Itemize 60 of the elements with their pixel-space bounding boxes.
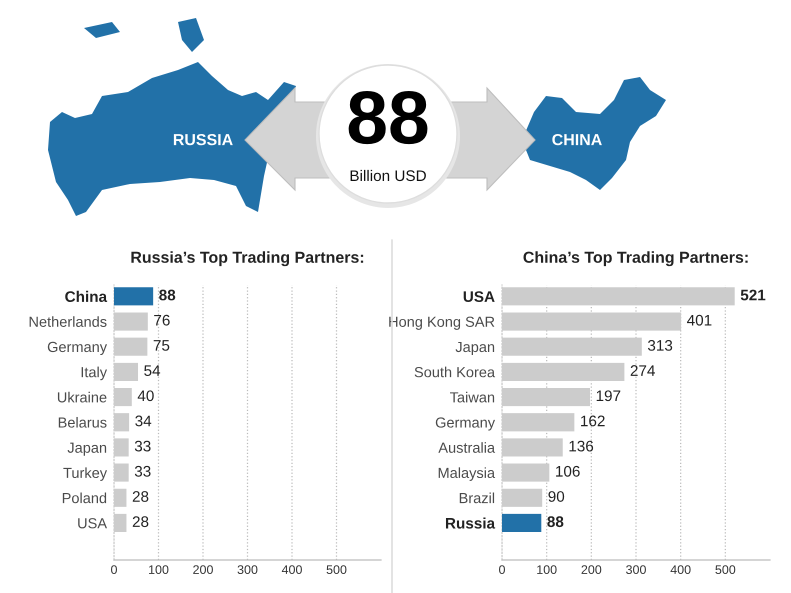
y-tick-label: Australia [438,442,496,453]
y-tick-label: South Korea [414,366,496,378]
text: CHINA [552,134,602,146]
x-tick-label: 100 [537,565,557,574]
x-tick-label: 0 [111,565,117,574]
text: RUSSIA [174,134,233,146]
data-label: 33 [134,440,151,452]
data-label: 313 [648,340,672,351]
x-tick-label: 500 [326,565,346,574]
y-tick-label: Russia [446,517,496,529]
y-tick-label: Poland [62,492,106,504]
data-label: 76 [154,314,170,326]
y-tick-label: Italy [82,366,108,380]
data-label: 75 [154,340,170,351]
y-tick-label: Ukraine [58,392,106,402]
data-label: 88 [547,516,564,528]
data-label: 274 [630,365,655,376]
chart-title: Russia’s Top Trading Partners: [131,251,364,266]
y-tick-label: USA [464,291,495,302]
y-tick-label: China [65,290,108,302]
data-label: 33 [134,466,151,477]
chart-title: China’s Top Trading Partners: [524,251,748,266]
data-label: 162 [581,416,605,426]
text: Billion USD [350,170,426,182]
data-label: 521 [740,290,766,300]
x-tick-label: 100 [149,565,168,574]
bar [114,287,154,306]
data-label: 88 [159,290,176,300]
data-label: 136 [569,440,594,452]
y-tick-label: Germany [436,417,496,431]
x-tick-label: 200 [582,565,602,574]
y-tick-label: Japan [68,442,106,456]
data-label: 106 [556,466,580,477]
y-tick-label: Turkey [63,467,108,481]
x-tick-label: 200 [193,565,213,574]
y-tick-label: Belarus [58,416,107,428]
y-tick-label: Japan [456,342,494,356]
y-tick-label: Taiwan [450,392,494,402]
data-label: 40 [138,390,154,402]
bar [502,514,542,532]
data-label: 54 [144,365,160,376]
y-tick-label: Germany [48,342,108,356]
x-tick-label: 500 [715,565,736,574]
x-tick-label: 0 [499,565,505,574]
data-label: 90 [548,491,564,502]
x-tick-label: 400 [670,565,691,574]
data-label: 28 [132,491,148,502]
data-label: 34 [135,416,152,426]
y-tick-label: Netherlands [30,316,107,327]
x-tick-label: 400 [282,565,302,574]
text: 88 [348,91,428,144]
data-label: 401 [687,314,712,326]
y-tick-label: Malaysia [438,467,496,481]
y-tick-label: USA [78,518,108,528]
data-label: 197 [596,390,620,402]
y-tick-label: Brazil [460,492,494,504]
data-label: 28 [132,516,148,528]
x-tick-label: 300 [238,565,258,574]
y-tick-label: Hong Kong SAR [389,316,494,330]
x-tick-label: 300 [626,565,646,574]
